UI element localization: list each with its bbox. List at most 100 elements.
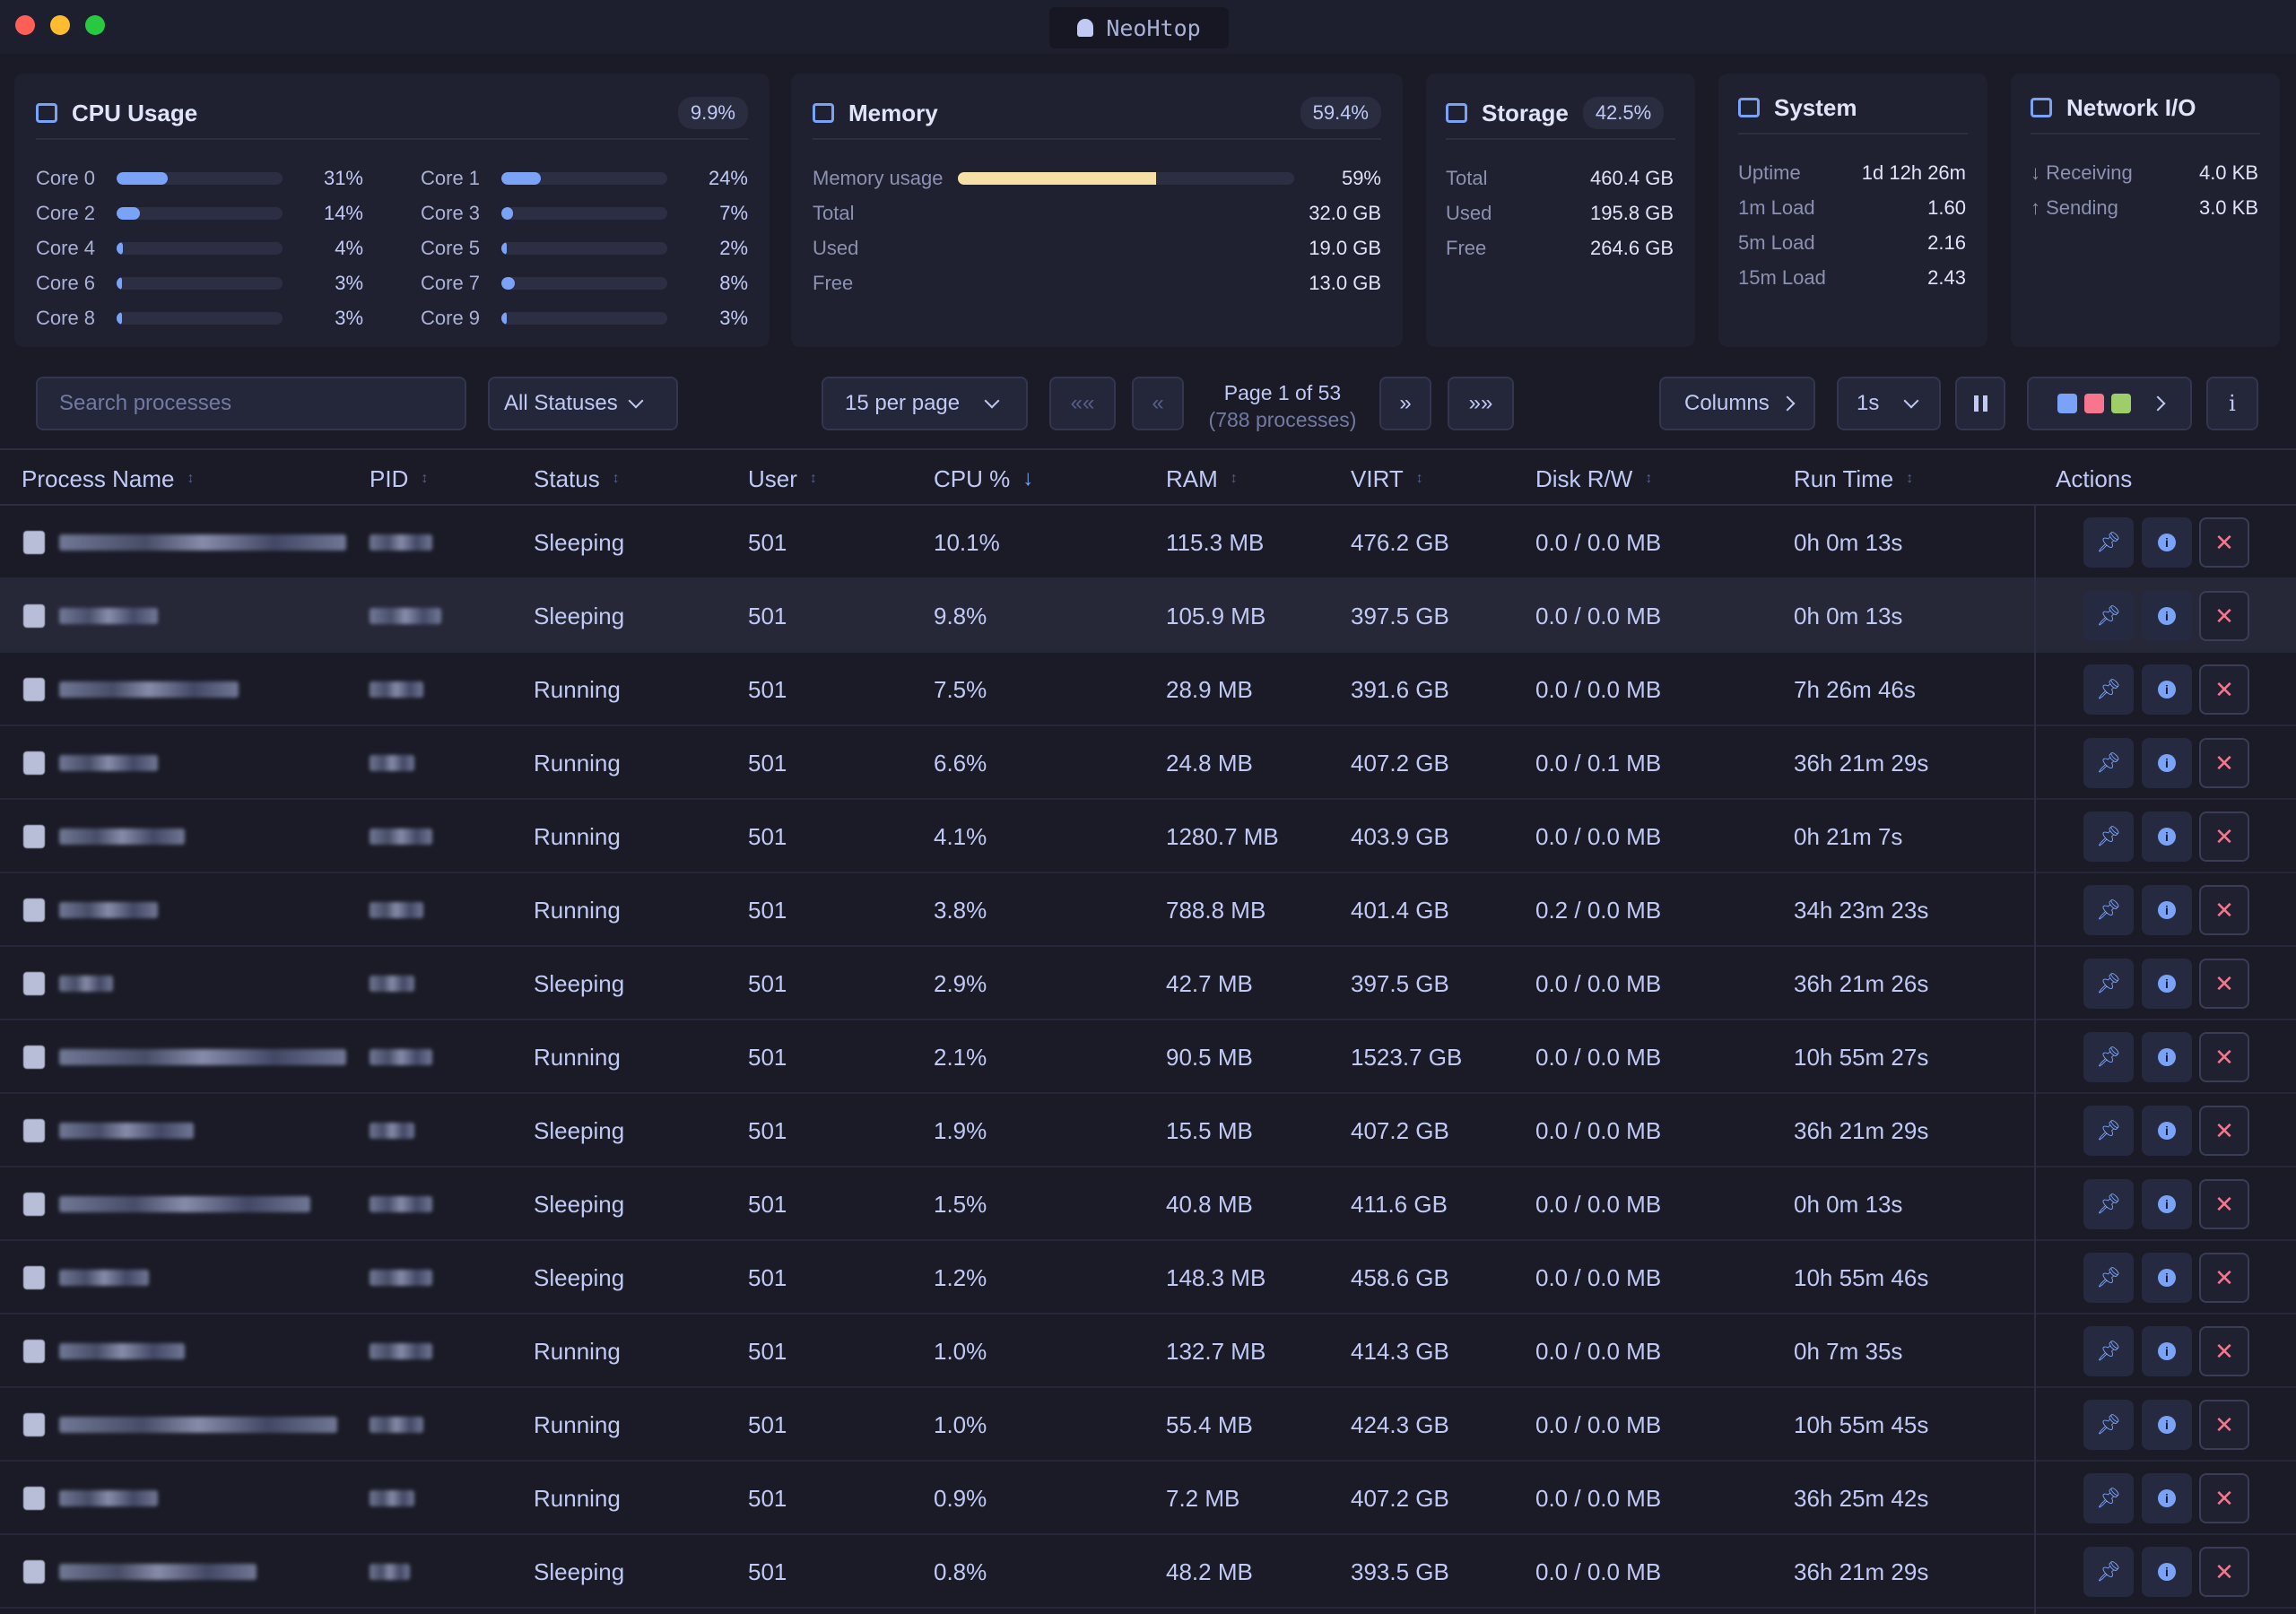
close-window-button[interactable] — [15, 15, 35, 35]
table-row[interactable]: Running 501 4.1% 1280.7 MB 403.9 GB 0.0 / 0.0… — [0, 800, 2296, 873]
process-info-button[interactable]: i — [2142, 1473, 2192, 1523]
pin-icon: 📌︎ — [2096, 825, 2121, 847]
pin-button[interactable]: 📌︎ — [2083, 1253, 2134, 1303]
table-row[interactable]: Running 501 0.9% 7.2 MB 407.2 GB 0.0 / 0.0 MB… — [0, 1462, 2296, 1535]
kill-process-button[interactable]: ✕ — [2199, 738, 2249, 788]
column-header-runtime[interactable]: Run Time ↕ — [1794, 464, 1914, 492]
pin-button[interactable]: 📌︎ — [2083, 1032, 2134, 1082]
columns-button[interactable]: Columns — [1659, 377, 1815, 430]
table-row[interactable]: Sleeping 501 2.9% 42.7 MB 397.5 GB 0.0 / 0.0 … — [0, 947, 2296, 1020]
theme-switcher-button[interactable] — [2027, 377, 2192, 430]
process-info-button[interactable]: i — [2142, 591, 2192, 641]
process-info-button[interactable]: i — [2142, 1326, 2192, 1376]
kill-process-button[interactable]: ✕ — [2199, 1473, 2249, 1523]
kill-process-button[interactable]: ✕ — [2199, 1547, 2249, 1597]
core-pct: 3% — [719, 307, 748, 329]
kill-process-button[interactable]: ✕ — [2199, 664, 2249, 715]
table-row[interactable]: Sleeping 501 9.8% 105.9 MB 397.5 GB 0.0 / 0.0… — [0, 579, 2296, 653]
pin-button[interactable]: 📌︎ — [2083, 1547, 2134, 1597]
pause-button[interactable] — [1955, 377, 2005, 430]
table-row[interactable]: Running 501 7.5% 28.9 MB 391.6 GB 0.0 / 0.0 M… — [0, 653, 2296, 726]
pin-button[interactable]: 📌︎ — [2083, 811, 2134, 862]
user-cell: 501 — [748, 675, 787, 703]
pin-button[interactable]: 📌︎ — [2083, 959, 2134, 1009]
kill-process-button[interactable]: ✕ — [2199, 591, 2249, 641]
status-filter-select[interactable]: All Statuses — [488, 377, 678, 430]
kill-process-button[interactable]: ✕ — [2199, 885, 2249, 935]
process-info-button[interactable]: i — [2142, 959, 2192, 1009]
table-row[interactable]: Sleeping 501 0.8% 48.2 MB 393.5 GB 0.0 / 0.0 … — [0, 1535, 2296, 1609]
system-load1-row: 1m Load 1.60 — [1738, 195, 1966, 221]
column-header-status[interactable]: Status ↕ — [534, 464, 620, 492]
process-info-button[interactable]: i — [2142, 1032, 2192, 1082]
pin-button[interactable]: 📌︎ — [2083, 517, 2134, 568]
first-page-button[interactable]: «« — [1049, 377, 1116, 430]
search-input[interactable]: Search processes — [36, 377, 466, 430]
table-row[interactable]: Running 501 2.1% 90.5 MB 1523.7 GB 0.0 / 0.0 … — [0, 1020, 2296, 1094]
pin-button[interactable]: 📌︎ — [2083, 1400, 2134, 1450]
kill-process-button[interactable]: ✕ — [2199, 517, 2249, 568]
pin-button[interactable]: 📌︎ — [2083, 1473, 2134, 1523]
table-row[interactable]: Running 501 1.0% 132.7 MB 414.3 GB 0.0 / 0.0 … — [0, 1315, 2296, 1388]
info-button[interactable]: i — [2206, 377, 2258, 430]
process-info-button[interactable]: i — [2142, 1179, 2192, 1229]
column-header-virt[interactable]: VIRT ↕ — [1351, 464, 1423, 492]
process-name-cell — [23, 1167, 310, 1241]
column-header-pid[interactable]: PID ↕ — [370, 464, 429, 492]
pin-button[interactable]: 📌︎ — [2083, 664, 2134, 715]
column-header-user[interactable]: User ↕ — [748, 464, 817, 492]
memory-used-value: 19.0 GB — [1309, 237, 1381, 259]
table-row[interactable]: Sleeping 501 1.2% 148.3 MB 458.6 GB 0.0 / 0.0… — [0, 1241, 2296, 1315]
process-icon — [23, 1193, 45, 1216]
kill-process-button[interactable]: ✕ — [2199, 811, 2249, 862]
column-header-disk[interactable]: Disk R/W ↕ — [1535, 464, 1653, 492]
next-page-button[interactable]: » — [1379, 377, 1431, 430]
process-info-button[interactable]: i — [2142, 1400, 2192, 1450]
process-info-button[interactable]: i — [2142, 885, 2192, 935]
pin-button[interactable]: 📌︎ — [2083, 885, 2134, 935]
table-row[interactable]: Running 501 6.6% 24.8 MB 407.2 GB 0.0 / 0.1 M… — [0, 726, 2296, 800]
process-info-button[interactable]: i — [2142, 1106, 2192, 1156]
process-info-button[interactable]: i — [2142, 738, 2192, 788]
refresh-rate-select[interactable]: 1s — [1837, 377, 1941, 430]
last-page-button[interactable]: »» — [1448, 377, 1514, 430]
kill-process-button[interactable]: ✕ — [2199, 1326, 2249, 1376]
column-header-cpu[interactable]: CPU % ↓ — [934, 464, 1034, 492]
process-info-button[interactable]: i — [2142, 517, 2192, 568]
pin-button[interactable]: 📌︎ — [2083, 1106, 2134, 1156]
virt-cell: 1523.7 GB — [1351, 1043, 1463, 1071]
per-page-select[interactable]: 15 per page — [822, 377, 1028, 430]
process-info-button[interactable]: i — [2142, 1253, 2192, 1303]
pin-button[interactable]: 📌︎ — [2083, 1326, 2134, 1376]
load1-label: 1m Load — [1738, 196, 1815, 219]
virt-cell: 391.6 GB — [1351, 675, 1449, 703]
table-row[interactable]: Running 501 1.0% 55.4 MB 424.3 GB 0.0 / 0.0 M… — [0, 1388, 2296, 1462]
pin-button[interactable]: 📌︎ — [2083, 591, 2134, 641]
pin-button[interactable]: 📌︎ — [2083, 738, 2134, 788]
kill-process-button[interactable]: ✕ — [2199, 1253, 2249, 1303]
minimize-window-button[interactable] — [50, 15, 70, 35]
redacted-pid — [370, 1417, 423, 1433]
process-info-button[interactable]: i — [2142, 811, 2192, 862]
pin-button[interactable]: 📌︎ — [2083, 1179, 2134, 1229]
table-row[interactable]: Sleeping 501 10.1% 115.3 MB 476.2 GB 0.0 / 0.… — [0, 506, 2296, 579]
kill-process-button[interactable]: ✕ — [2199, 959, 2249, 1009]
pin-icon: 📌︎ — [2096, 1487, 2121, 1509]
user-cell: 501 — [748, 1484, 787, 1512]
info-icon: i — [2158, 1195, 2176, 1213]
table-row[interactable]: Sleeping 501 1.9% 15.5 MB 407.2 GB 0.0 / 0.0 … — [0, 1094, 2296, 1167]
kill-process-button[interactable]: ✕ — [2199, 1179, 2249, 1229]
column-header-process-name[interactable]: Process Name ↕ — [22, 464, 195, 492]
zoom-window-button[interactable] — [85, 15, 105, 35]
column-header-ram[interactable]: RAM ↕ — [1166, 464, 1238, 492]
process-info-button[interactable]: i — [2142, 1547, 2192, 1597]
memory-free-value: 13.0 GB — [1309, 272, 1381, 294]
table-row[interactable]: Running 501 3.8% 788.8 MB 401.4 GB 0.2 / 0.0 … — [0, 873, 2296, 947]
prev-page-button[interactable]: « — [1132, 377, 1184, 430]
kill-process-button[interactable]: ✕ — [2199, 1400, 2249, 1450]
sort-icon: ↕ — [187, 471, 195, 486]
table-row[interactable]: Sleeping 501 1.5% 40.8 MB 411.6 GB 0.0 / 0.0 … — [0, 1167, 2296, 1241]
process-info-button[interactable]: i — [2142, 664, 2192, 715]
kill-process-button[interactable]: ✕ — [2199, 1106, 2249, 1156]
kill-process-button[interactable]: ✕ — [2199, 1032, 2249, 1082]
